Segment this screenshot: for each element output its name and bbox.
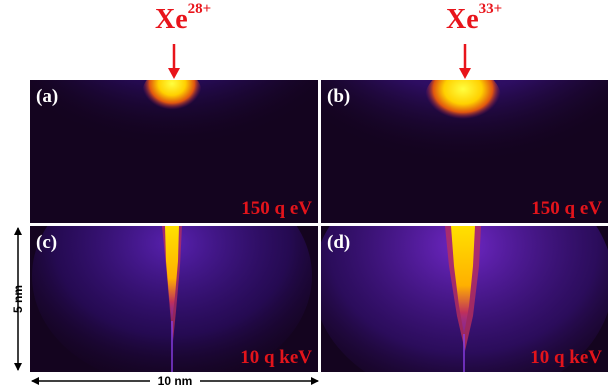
panel-tag: (a) bbox=[36, 86, 59, 107]
energy-label: 150 q eV bbox=[241, 198, 312, 219]
crater-image-d bbox=[321, 226, 608, 372]
panel-b: (b) 150 q eV bbox=[321, 80, 608, 223]
energy-label: 150 q eV bbox=[531, 198, 602, 219]
panel-a: (a) 150 q eV bbox=[30, 80, 318, 223]
energy-label: 10 q keV bbox=[530, 347, 602, 368]
energy-label: 10 q keV bbox=[240, 347, 312, 368]
panel-tag: (c) bbox=[36, 232, 58, 253]
ion-label-xe33: Xe33+ bbox=[446, 2, 502, 35]
panel-c: (c) 10 q keV bbox=[30, 226, 318, 372]
ion-label-xe28: Xe28+ bbox=[155, 2, 211, 35]
horizontal-scale-label: 10 nm bbox=[150, 374, 200, 388]
impact-arrow-right bbox=[459, 44, 471, 79]
ion-charge: 33+ bbox=[478, 1, 503, 17]
ion-symbol: Xe bbox=[446, 4, 479, 35]
panel-tag: (b) bbox=[327, 86, 351, 107]
ion-symbol: Xe bbox=[155, 4, 188, 35]
crater-image-b bbox=[321, 80, 608, 223]
ion-charge: 28+ bbox=[187, 1, 212, 17]
panel-d: (d) 10 q keV bbox=[321, 226, 608, 372]
impact-arrow-left bbox=[168, 44, 180, 79]
panel-tag: (d) bbox=[327, 232, 351, 253]
vertical-scale-label: 5 nm bbox=[11, 285, 25, 314]
crater-image-c bbox=[30, 226, 318, 372]
crater-image-a bbox=[30, 80, 318, 223]
vertical-scale-bar bbox=[14, 227, 22, 371]
